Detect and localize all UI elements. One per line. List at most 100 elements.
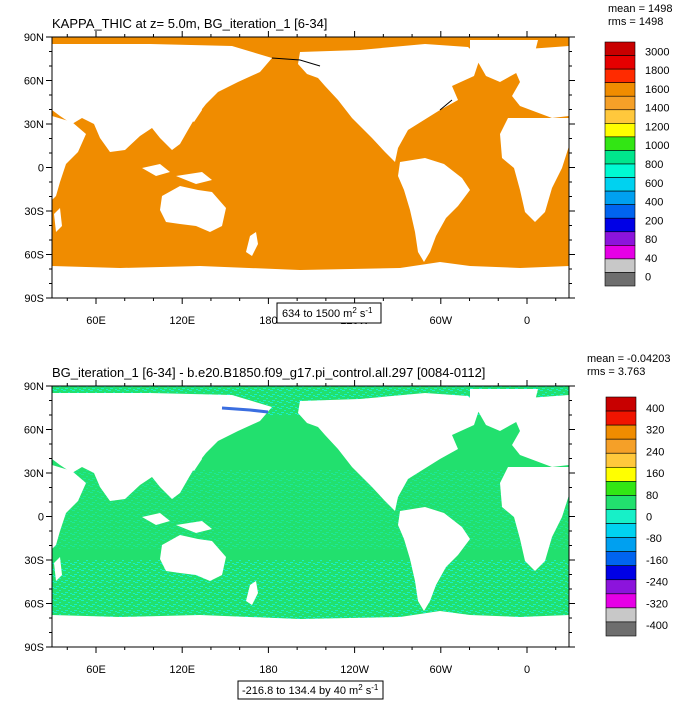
- lat-label: 0: [38, 512, 44, 524]
- colorbar-swatch: [605, 410, 637, 426]
- lat-label: 0: [38, 163, 44, 175]
- lon-label: 0: [524, 315, 530, 327]
- colorbar-label: 0: [646, 512, 652, 524]
- colorbar-label: 240: [646, 446, 664, 458]
- colorbar-label: 400: [646, 403, 664, 415]
- colorbar-label: 1000: [645, 140, 669, 152]
- colorbar-swatch: [605, 438, 637, 454]
- lat-label: 60N: [24, 76, 44, 88]
- lat-label: 90N: [24, 381, 44, 393]
- colorbar-swatch: [605, 621, 637, 637]
- lat-label: 30N: [24, 119, 44, 131]
- lon-label: 120E: [169, 315, 195, 327]
- lon-label: 60W: [429, 664, 452, 676]
- lat-label: 90N: [24, 32, 44, 44]
- lat-label: 60S: [24, 599, 44, 611]
- lat-label: 30N: [24, 468, 44, 480]
- lat-label: 90S: [24, 293, 44, 305]
- bottom-map-lat-labels: 90N 60N 30N 0 30S 60S 90S: [24, 381, 44, 654]
- colorbar-swatch: [605, 551, 637, 567]
- lon-label: 60E: [86, 664, 106, 676]
- colorbar-swatch: [605, 481, 637, 496]
- colorbar-label: 320: [646, 425, 664, 437]
- top-panel: KAPPA_THIC at z= 5.0m, BG_iteration_1 [6…: [24, 3, 673, 327]
- bottom-range-box: [237, 680, 384, 700]
- top-panel-mean: mean = 1498: [608, 3, 673, 15]
- colorbar-swatch: [604, 190, 636, 205]
- colorbar-label: -320: [646, 598, 668, 610]
- bottom-colorbar: 400 320 240 160 80 0 -80 -160 -240 -320 -400: [605, 396, 668, 637]
- lon-label: 0: [524, 664, 530, 676]
- colorbar-label: 600: [645, 178, 663, 190]
- lon-label: 180: [259, 315, 277, 327]
- colorbar-label: 3000: [645, 46, 669, 58]
- colorbar-label: 1400: [645, 103, 669, 115]
- top-range-label: 634 to 1500 m2 s-1: [282, 306, 373, 320]
- colorbar-swatch: [604, 123, 636, 138]
- colorbar-swatch: [604, 68, 636, 83]
- colorbar-swatch: [604, 95, 636, 111]
- colorbar-swatch: [604, 177, 636, 192]
- top-map-coast-detail: [271, 57, 453, 111]
- colorbar-label: 200: [645, 215, 663, 227]
- colorbar-label: 1800: [645, 65, 669, 77]
- bottom-panel: BG_iteration_1 [6-34] - b.e20.B1850.f09_…: [24, 353, 670, 700]
- colorbar-swatch: [604, 245, 636, 260]
- colorbar-swatch: [605, 537, 637, 552]
- bottom-map: [52, 386, 569, 647]
- colorbar-swatch: [605, 593, 637, 609]
- colorbar-swatch: [604, 82, 636, 97]
- colorbar-label: 80: [646, 490, 658, 502]
- lat-label: 60N: [24, 425, 44, 437]
- colorbar-label: -400: [646, 620, 668, 632]
- colorbar-label: 400: [645, 197, 663, 209]
- bottom-panel-rms: rms = 3.763: [587, 366, 645, 378]
- colorbar-swatch: [604, 163, 636, 178]
- top-map-lat-labels: 90N 60N 30N 0 30S 60S 90S: [24, 32, 44, 305]
- lat-label: 30S: [24, 206, 44, 218]
- lon-label: 60E: [86, 315, 106, 327]
- colorbar-swatch: [605, 452, 637, 468]
- bottom-map-anomaly: [221, 406, 269, 414]
- colorbar-swatch: [605, 579, 637, 595]
- colorbar-swatch: [605, 523, 637, 538]
- bottom-range-label: -216.8 to 134.4 by 40 m2 s-1: [242, 683, 379, 697]
- lon-label: 180: [259, 664, 277, 676]
- colorbar-swatch: [604, 55, 636, 70]
- colorbar-swatch: [605, 396, 637, 412]
- colorbar-label: -160: [646, 555, 668, 567]
- lon-label: 120E: [169, 664, 195, 676]
- top-panel-title: KAPPA_THIC at z= 5.0m, BG_iteration_1 [6…: [52, 16, 327, 31]
- colorbar-swatch: [604, 150, 636, 165]
- colorbar-label: -80: [646, 533, 662, 545]
- colorbar-label: -240: [646, 577, 668, 589]
- colorbar-swatch: [604, 204, 636, 219]
- bottom-panel-mean: mean = -0.04203: [587, 353, 670, 365]
- top-map: [52, 37, 569, 298]
- colorbar-label: 40: [645, 253, 657, 265]
- colorbar-swatch: [605, 565, 637, 581]
- lat-label: 90S: [24, 642, 44, 654]
- colorbar-swatch: [604, 136, 636, 151]
- colorbar-label: 800: [645, 159, 663, 171]
- bottom-panel-title: BG_iteration_1 [6-34] - b.e20.B1850.f09_…: [52, 365, 485, 380]
- colorbar-label: 80: [645, 234, 657, 246]
- bottom-map-ticks: [46, 380, 575, 653]
- colorbar-label: 160: [646, 468, 664, 480]
- lon-label: 60W: [429, 315, 452, 327]
- lon-label: 120W: [340, 664, 369, 676]
- bottom-map-lon-labels: 60E 120E 180 120W 60W 0: [86, 664, 530, 676]
- colorbar-swatch: [605, 607, 637, 623]
- colorbar-swatch: [604, 41, 636, 56]
- colorbar-swatch: [605, 466, 637, 482]
- top-map-ticks: [46, 31, 575, 304]
- colorbar-swatch: [604, 217, 636, 233]
- colorbar-swatch: [604, 231, 636, 246]
- top-range-box: [276, 302, 382, 324]
- lat-label: 30S: [24, 555, 44, 567]
- colorbar-label: 1200: [645, 121, 669, 133]
- colorbar-swatch: [605, 509, 637, 524]
- colorbar-swatch: [604, 258, 636, 273]
